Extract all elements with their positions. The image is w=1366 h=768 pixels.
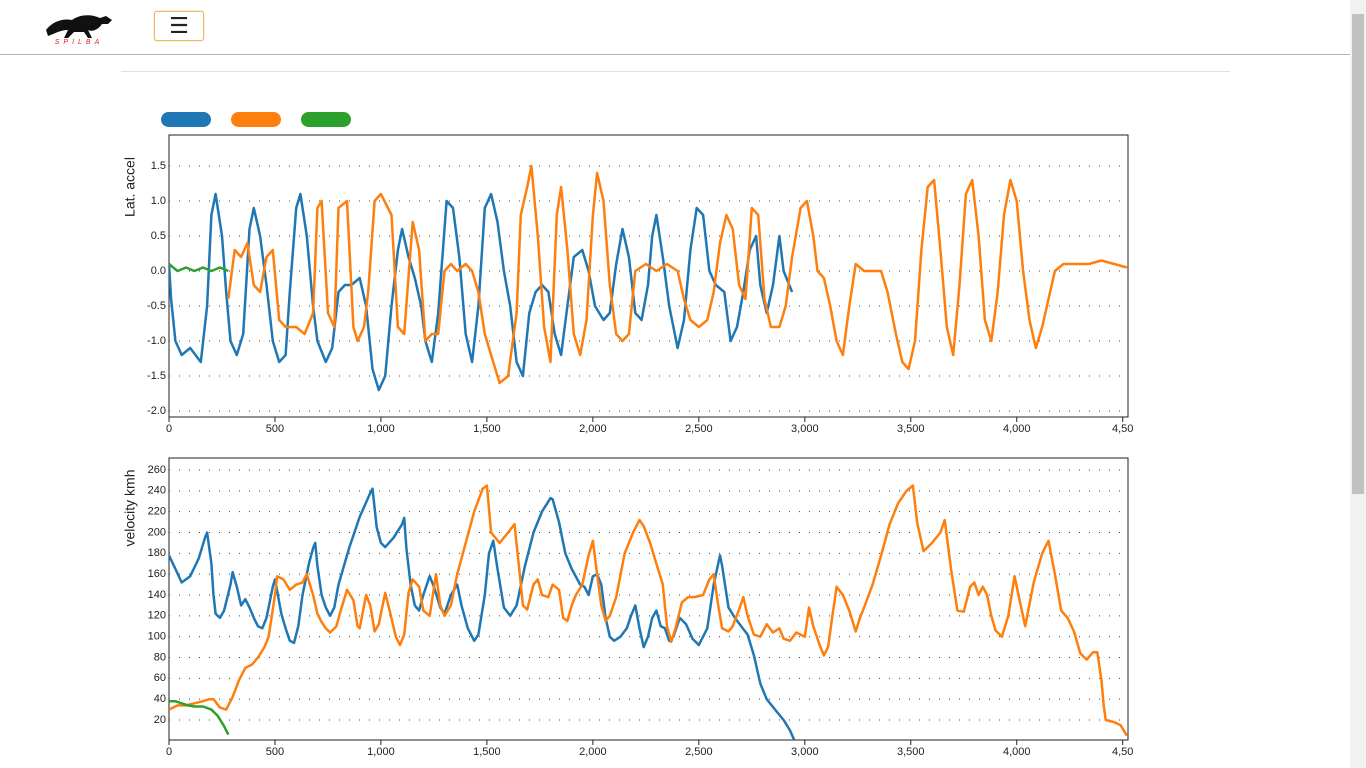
legend-swatch[interactable] [161,112,211,127]
x-tick-label: 0 [166,423,172,435]
x-tick-label: 4,000 [1003,423,1031,435]
x-tick-label: 3,500 [897,746,925,758]
y-tick-label: 80 [154,651,166,663]
series-line [169,699,230,736]
y-tick-label: 220 [148,506,166,518]
y-tick-label: 20 [154,714,166,726]
series-line [227,164,1128,385]
legend-swatch[interactable] [231,112,281,127]
y-tick-label: -1.0 [147,335,166,347]
y-tick-label: 180 [148,547,166,559]
series-group [169,484,1128,740]
y-tick-label: 40 [154,693,166,705]
divider [121,71,1230,72]
series-line [169,263,229,273]
x-tick-label: 4,50 [1112,746,1133,758]
x-tick-label: 1,500 [473,423,501,435]
x-tick-label: 1,500 [473,746,501,758]
logo-cat [46,15,112,38]
y-tick-label: -0.5 [147,300,166,312]
scrollbar[interactable] [1350,0,1366,768]
x-tick-label: 1,000 [367,423,395,435]
menu-button[interactable]: ☰ [154,11,204,41]
y-tick-label: -1.5 [147,370,166,382]
y-axis-label: velocity kmh [122,469,138,546]
y-tick-label: -2.0 [147,405,166,417]
y-tick-label: 200 [148,526,166,538]
x-tick-label: 0 [166,746,172,758]
y-tick-label: 240 [148,485,166,497]
legend-swatch[interactable] [301,112,351,127]
x-tick-label: 500 [266,423,284,435]
y-tick-label: 100 [148,631,166,643]
x-tick-label: 2,500 [685,423,713,435]
header: SPILBA ☰ [0,0,1350,55]
y-tick-label: 140 [148,589,166,601]
x-tick-label: 4,50 [1112,423,1133,435]
x-tick-label: 3,000 [791,423,819,435]
y-tick-label: 1.5 [151,160,166,172]
series-line [169,192,794,392]
y-tick-label: 1.0 [151,195,166,207]
y-tick-label: 0.0 [151,265,166,277]
x-tick-label: 500 [266,746,284,758]
x-tick-label: 2,000 [579,423,607,435]
y-axis-label: Lat. accel [122,157,138,217]
scrollbar-thumb[interactable] [1352,14,1364,494]
x-tick-label: 1,000 [367,746,395,758]
y-tick-label: 120 [148,610,166,622]
x-tick-label: 2,500 [685,746,713,758]
y-tick-label: 160 [148,568,166,580]
y-tick-label: 60 [154,672,166,684]
x-tick-label: 4,000 [1003,746,1031,758]
x-tick-label: 3,000 [791,746,819,758]
series-line [169,484,1128,737]
x-tick-label: 2,000 [579,746,607,758]
logo-text: SPILBA [55,39,104,46]
series-group [169,164,1128,392]
y-tick-label: 260 [148,464,166,476]
y-tick-label: 0.5 [151,230,166,242]
logo: SPILBA [46,15,112,46]
x-tick-label: 3,500 [897,423,925,435]
